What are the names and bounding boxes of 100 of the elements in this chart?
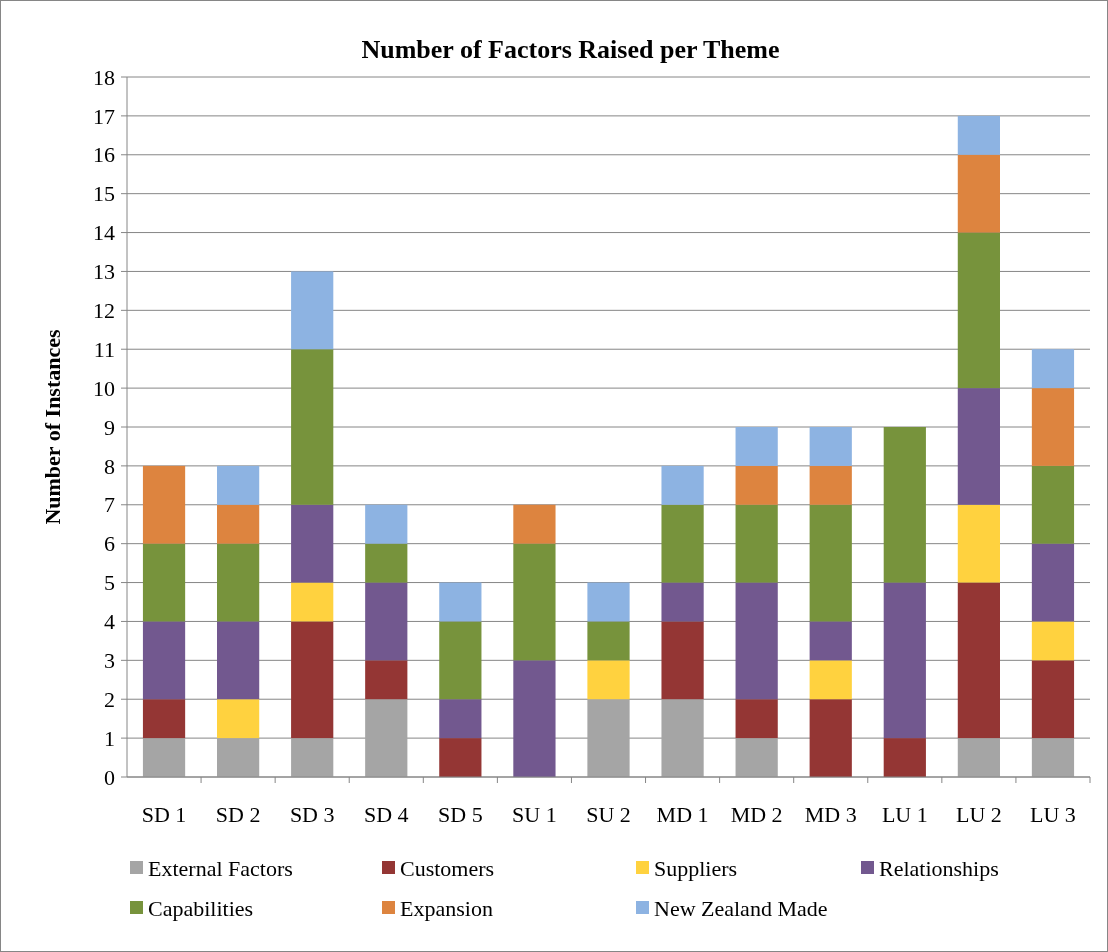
- y-tick-label: 0: [104, 764, 115, 790]
- bar: [1031, 543, 1075, 622]
- legend-label: Capabilities: [148, 895, 254, 921]
- bar: [809, 660, 852, 700]
- bar: [883, 427, 926, 583]
- bar: [883, 738, 926, 777]
- bar: [365, 582, 408, 661]
- bar: [735, 582, 778, 700]
- y-tick-label: 8: [104, 453, 115, 479]
- bar: [957, 232, 1000, 389]
- bar: [291, 738, 334, 777]
- bar: [587, 660, 630, 700]
- bar: [809, 465, 852, 505]
- legend-label: Expansion: [400, 895, 493, 921]
- y-tick-label: 6: [104, 531, 115, 557]
- bar: [957, 582, 1000, 739]
- bar: [957, 738, 1000, 777]
- y-tick-label: 5: [104, 570, 115, 596]
- y-tick-label: 3: [104, 648, 115, 674]
- bar: [1031, 388, 1075, 466]
- bar: [1031, 465, 1075, 544]
- bar: [217, 738, 260, 777]
- x-tick-label: SD 4: [363, 802, 409, 827]
- x-tick-label: SU 1: [512, 802, 557, 827]
- bar: [809, 621, 852, 661]
- bar: [439, 621, 482, 700]
- bar: [217, 621, 260, 700]
- bar: [587, 621, 630, 661]
- y-tick-label: 2: [104, 686, 115, 712]
- bar: [142, 699, 186, 739]
- bar: [1031, 621, 1075, 661]
- bar: [661, 582, 704, 622]
- bar: [957, 388, 1000, 505]
- y-tick-label: 16: [93, 142, 115, 168]
- bar: [365, 543, 408, 583]
- y-tick-label: 7: [104, 492, 115, 518]
- legend-label: New Zealand Made: [654, 895, 828, 921]
- bar: [217, 543, 260, 622]
- bar: [735, 427, 778, 466]
- x-tick-label: MD 3: [804, 802, 857, 827]
- bar: [587, 582, 630, 622]
- bar: [439, 699, 482, 739]
- bar: [661, 465, 704, 505]
- bar: [883, 582, 926, 739]
- bar: [217, 504, 260, 544]
- bar: [365, 699, 408, 777]
- bar: [217, 699, 260, 739]
- chart-title: Number of Factors Raised per Theme: [361, 35, 780, 64]
- bar: [291, 504, 334, 583]
- legend-label: Suppliers: [654, 855, 738, 881]
- legend-label: External Factors: [148, 855, 293, 881]
- bar: [291, 349, 334, 505]
- x-tick-label: MD 1: [656, 802, 709, 827]
- bar: [291, 621, 334, 739]
- x-tick-label: SD 5: [438, 802, 483, 827]
- bar: [291, 582, 334, 622]
- bar: [142, 543, 186, 622]
- y-tick-label: 11: [93, 336, 115, 362]
- bar: [1031, 349, 1075, 389]
- y-axis-title: Number of Instances: [40, 328, 65, 525]
- bar: [809, 699, 852, 777]
- x-tick-label: SD 2: [215, 802, 261, 827]
- x-tick-label: SU 2: [586, 802, 631, 827]
- bar: [661, 621, 704, 700]
- bar: [513, 660, 556, 777]
- bar: [365, 660, 408, 700]
- bar: [439, 582, 482, 622]
- bar: [217, 465, 260, 505]
- bar: [735, 504, 778, 583]
- bar: [513, 543, 556, 661]
- bar: [957, 115, 1000, 155]
- y-tick-label: 17: [93, 103, 115, 129]
- x-tick-label: MD 2: [730, 802, 783, 827]
- bar: [735, 699, 778, 739]
- bar: [957, 154, 1000, 233]
- y-tick-label: 12: [93, 298, 115, 324]
- bar: [1031, 738, 1075, 777]
- x-tick-label: LU 3: [1030, 802, 1076, 827]
- bar: [142, 621, 186, 700]
- y-tick-label: 9: [104, 414, 115, 440]
- y-tick-label: 15: [93, 181, 115, 207]
- bar: [661, 699, 704, 777]
- bar: [439, 738, 482, 777]
- bar: [809, 504, 852, 622]
- bar: [735, 738, 778, 777]
- bar: [735, 465, 778, 505]
- bar: [291, 271, 334, 350]
- x-tick-label: SD 3: [289, 802, 335, 827]
- y-tick-label: 14: [93, 220, 115, 246]
- bar: [957, 504, 1000, 583]
- legend-label: Relationships: [879, 855, 999, 881]
- legend-label: Customers: [400, 855, 495, 881]
- bar: [587, 699, 630, 777]
- y-tick-label: 4: [104, 609, 115, 635]
- bar: [365, 504, 408, 544]
- bar: [142, 738, 186, 777]
- y-tick-label: 1: [104, 725, 115, 751]
- bar: [513, 504, 556, 544]
- x-tick-label: LU 1: [881, 802, 928, 827]
- x-tick-label: SD 1: [141, 802, 187, 827]
